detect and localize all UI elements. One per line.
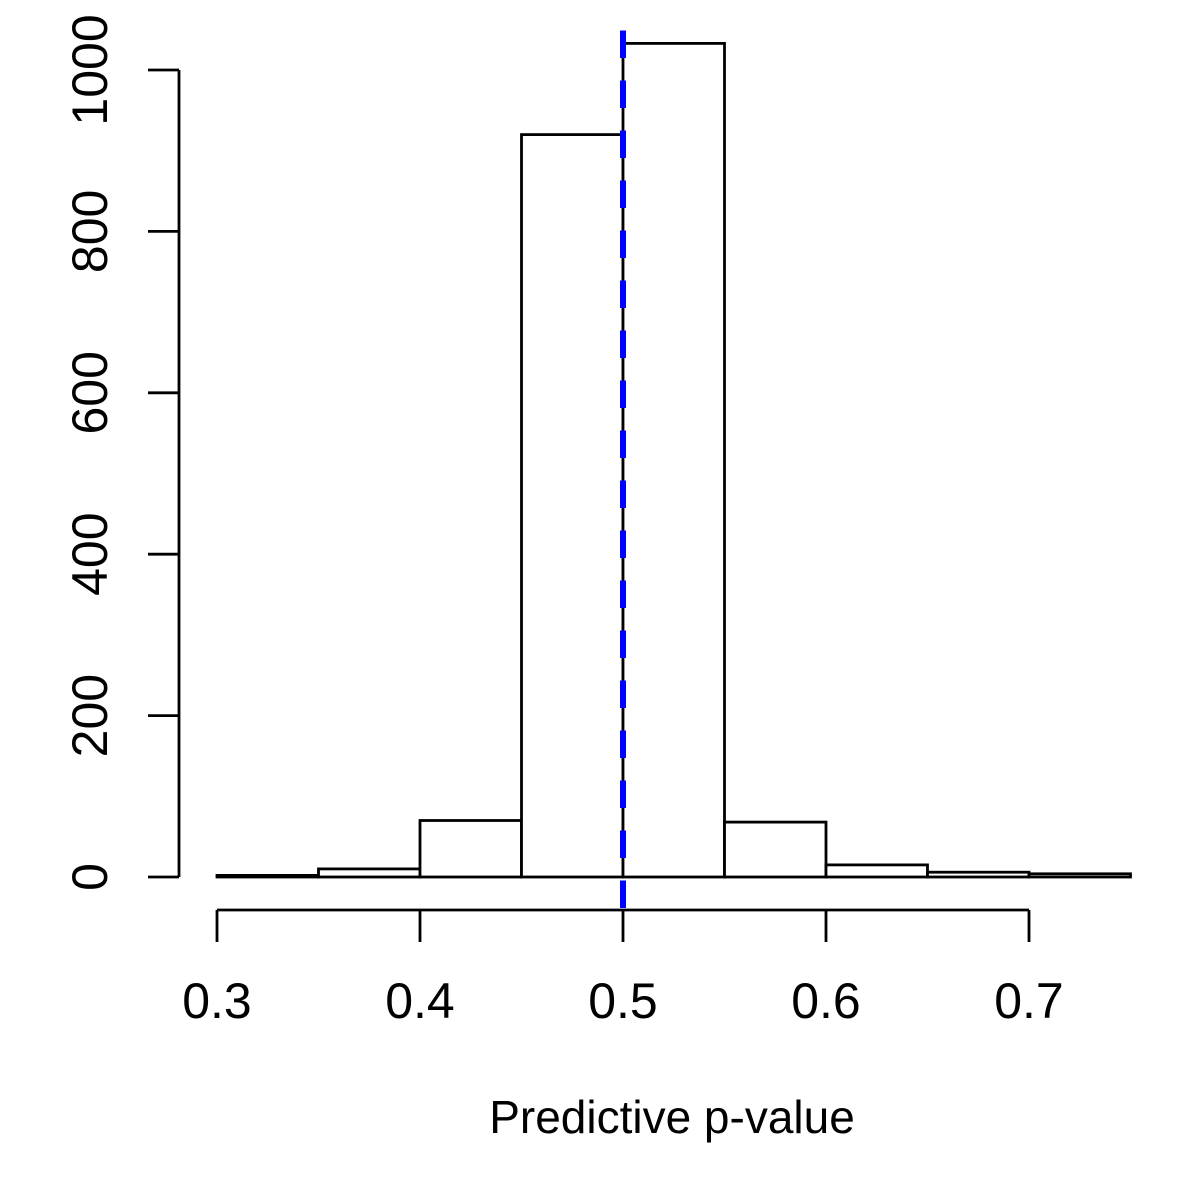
x-tick-label: 0.3 [182, 973, 252, 1029]
x-tick-label: 0.7 [994, 973, 1064, 1029]
y-tick-label: 800 [62, 190, 118, 273]
histogram-bar [215, 874, 320, 879]
histogram-bar [824, 863, 929, 879]
y-tick-label: 600 [62, 351, 118, 434]
x-axis-title: Predictive p-value [489, 1091, 855, 1143]
x-tick-label: 0.5 [588, 973, 658, 1029]
y-tick-label: 1000 [62, 14, 118, 125]
x-tick-label: 0.4 [385, 973, 455, 1029]
histogram-bar [1027, 872, 1132, 879]
y-tick-label: 0 [62, 863, 118, 891]
histogram-bar [317, 867, 422, 879]
axes: 0 200 400 600 800 1000 0.3 0.4 0.5 0.6 0.7 [62, 14, 1064, 1029]
histogram-bars [215, 42, 1132, 879]
histogram-bar [723, 820, 828, 879]
y-tick-label: 200 [62, 674, 118, 757]
histogram-bar [418, 819, 523, 879]
histogram-bar [621, 42, 726, 879]
histogram-bar [520, 133, 625, 879]
histogram-bar [926, 870, 1031, 879]
y-tick-label: 400 [62, 512, 118, 595]
x-tick-label: 0.6 [791, 973, 861, 1029]
